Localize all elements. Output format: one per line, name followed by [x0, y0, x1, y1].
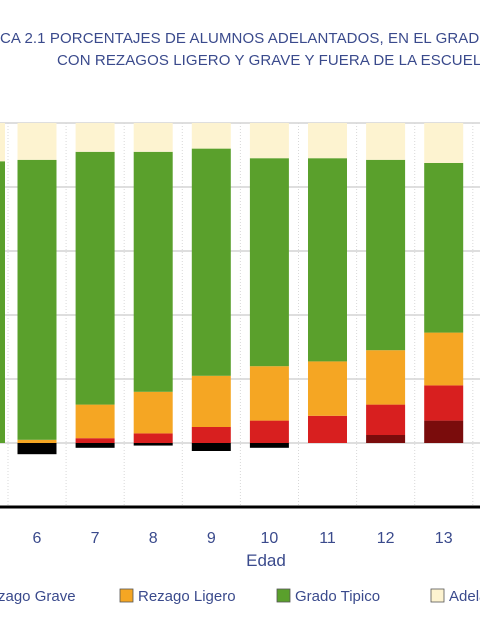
legend-swatch — [276, 588, 291, 603]
bar-segment — [366, 435, 406, 443]
bar-segment — [308, 361, 347, 416]
bar-segment — [17, 123, 57, 160]
bar-segment — [75, 151, 115, 405]
bar-segment — [75, 443, 115, 448]
bar-segment — [249, 158, 289, 367]
bar-segment — [366, 350, 406, 405]
bar-segment — [17, 439, 57, 443]
bar-segment — [75, 123, 115, 152]
bar-segment — [75, 438, 115, 443]
bar-segment — [366, 404, 406, 435]
bar-segment — [191, 148, 231, 376]
x-tick-label: 7 — [91, 530, 100, 547]
bar-segment — [366, 123, 406, 160]
bar-segment — [191, 375, 231, 427]
x-tick-labels: 6 7 8 9 10 11 12 13 — [33, 530, 453, 547]
bar-segment — [0, 161, 5, 443]
bar-segment — [308, 158, 347, 362]
bar-segment — [366, 159, 406, 351]
bar-segment — [133, 391, 173, 434]
x-tick-label: 11 — [319, 530, 336, 547]
chart-title-line-1: CA 2.1 PORCENTAJES DE ALUMNOS ADELANTADO… — [0, 30, 480, 47]
legend-label: Rezago Ligero — [138, 588, 236, 605]
bar-segment — [249, 443, 289, 448]
x-tick-label: 10 — [261, 530, 279, 547]
bar-segment — [249, 123, 289, 159]
bar-segment — [133, 151, 173, 392]
chart-title-line-2: CON REZAGOS LIGERO Y GRAVE Y FUERA DE LA… — [57, 52, 480, 69]
x-tick-label: 9 — [207, 530, 216, 547]
bar-segment — [133, 433, 173, 443]
bar-segment — [17, 159, 57, 440]
bar-segment — [424, 332, 464, 386]
x-tick-label: 13 — [435, 530, 453, 547]
bar-segment — [249, 366, 289, 421]
bar-segment — [75, 404, 115, 439]
bar-segment — [191, 443, 231, 451]
bar-segment — [133, 443, 173, 446]
bar-segment — [424, 385, 464, 421]
legend-swatch — [119, 588, 134, 603]
bar-segment — [424, 420, 464, 443]
bar-segment — [133, 123, 173, 152]
grid-lines — [0, 122, 480, 508]
bar-segment — [191, 123, 231, 149]
legend-swatch — [430, 588, 445, 603]
legend-label: Grado Tipico — [295, 588, 380, 605]
bar-segment — [191, 427, 231, 443]
x-tick-label: 12 — [377, 530, 395, 547]
bar-segment — [17, 443, 57, 455]
bar-segment — [249, 420, 289, 443]
bar-segment — [0, 123, 5, 162]
bars — [0, 123, 464, 455]
legend-label: zago Grave — [0, 588, 76, 605]
x-tick-label: 8 — [149, 530, 158, 547]
legend-label: Adela — [449, 588, 480, 605]
x-tick-label: 6 — [33, 530, 42, 547]
legend: zago Grave Rezago Ligero Grado Tipico Adela — [0, 588, 480, 605]
bar-segment — [308, 415, 347, 443]
bar-segment — [424, 123, 464, 163]
bar-segment — [424, 163, 464, 333]
bar-segment — [308, 123, 347, 159]
x-axis-label: Edad — [246, 551, 286, 570]
